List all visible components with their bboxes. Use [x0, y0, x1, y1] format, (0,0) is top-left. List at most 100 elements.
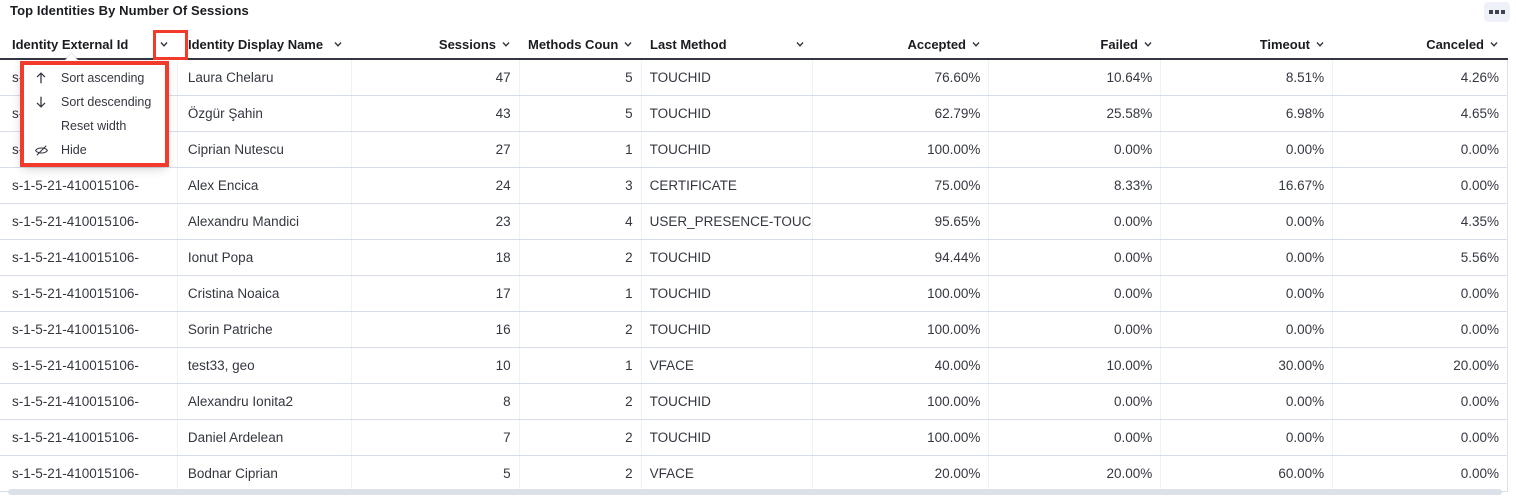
- cell-identity-display-name: Cristina Noaica: [178, 276, 352, 311]
- cell-failed: 8.33%: [989, 168, 1162, 203]
- menu-item-sort-descending[interactable]: Sort descending: [21, 90, 167, 114]
- column-header-failed[interactable]: Failed: [990, 30, 1162, 58]
- column-header-label: Canceled: [1426, 36, 1484, 52]
- cell-last-method: TOUCHID: [642, 384, 814, 419]
- chevron-down-icon[interactable]: [1488, 38, 1500, 50]
- sort-descending-icon: [33, 94, 49, 110]
- cell-timeout: 16.67%: [1161, 168, 1334, 203]
- cell-canceled: 0.00%: [1460, 322, 1500, 337]
- column-header-sessions[interactable]: Sessions: [352, 30, 520, 58]
- cell-last-method: CERTIFICATE: [642, 168, 814, 203]
- panel-options-button[interactable]: [1484, 2, 1510, 22]
- cell-accepted: 100.00%: [813, 132, 990, 167]
- cell-methods-count: 4: [520, 204, 642, 239]
- cell-identity-external-id: s-1-5-21-410015106-: [0, 384, 178, 419]
- cell-identity-display-name: Ionut Popa: [178, 240, 352, 275]
- cell-methods-count: 2: [520, 384, 642, 419]
- chevron-down-icon[interactable]: [622, 38, 634, 50]
- table-row: s-1-5-21-410015106-Ciprian Nutescu271TOU…: [0, 132, 1507, 168]
- cell-canceled: 0.00%: [1460, 286, 1500, 301]
- cell-identity-external-id: s-1-5-21-410015106-: [0, 456, 178, 491]
- panel-title: Top Identities By Number Of Sessions: [10, 3, 249, 18]
- cell-timeout: 60.00%: [1161, 456, 1334, 491]
- cell-methods-count: 1: [520, 276, 642, 311]
- column-header-label: Identity Display Name: [188, 36, 324, 52]
- data-grid: Identity External Id Identity Display Nam…: [0, 30, 1508, 492]
- cell-last-method: TOUCHID: [642, 240, 814, 275]
- table-row: s-1-5-21-410015106- Daniel Ardelean 7 2 TOUC…: [0, 420, 1507, 456]
- cell-methods-count: 2: [520, 312, 642, 347]
- chevron-down-icon[interactable]: [1314, 38, 1326, 50]
- cell-identity-display-name: Laura Chelaru: [178, 60, 352, 95]
- cell-failed: 0.00%: [989, 132, 1162, 167]
- cell-failed: 10.00%: [989, 348, 1162, 383]
- cell-timeout: 6.98%: [1161, 96, 1334, 131]
- cell-last-method: VFACE: [642, 348, 814, 383]
- cell-identity-display-name: Sorin Patriche: [178, 312, 352, 347]
- cell-accepted: 62.79%: [813, 96, 990, 131]
- column-header-canceled[interactable]: Canceled: [1334, 30, 1508, 58]
- cell-sessions: 24: [352, 168, 520, 203]
- cell-canceled: 4.65%: [1460, 106, 1500, 121]
- cell-failed: 25.58%: [989, 96, 1162, 131]
- cell-last-method: TOUCHID: [642, 60, 814, 95]
- cell-failed: 0.00%: [989, 312, 1162, 347]
- cell-identity-external-id: s-1-5-21-410015106-: [0, 348, 178, 383]
- cell-last-method: TOUCHID: [642, 276, 814, 311]
- menu-item-label: Reset width: [61, 119, 127, 133]
- cell-canceled: 0.00%: [1460, 142, 1500, 157]
- cell-last-method: USER_PRESENCE-TOUC: [642, 204, 814, 239]
- cell-identity-external-id: s-1-5-21-410015106-: [0, 240, 178, 275]
- panel-header: Top Identities By Number Of Sessions: [0, 0, 1516, 30]
- column-header-label: Identity External Id: [12, 36, 129, 52]
- column-header-identity-display-name[interactable]: Identity Display Name: [178, 30, 352, 58]
- table-row: s-1-5-21-410015106- Alex Encica 24 3 CERTIFI…: [0, 168, 1507, 204]
- column-header-label: Timeout: [1259, 36, 1310, 52]
- cell-timeout: 0.00%: [1161, 276, 1334, 311]
- column-header-accepted[interactable]: Accepted: [814, 30, 990, 58]
- grid-header-row: Identity External Id Identity Display Nam…: [0, 30, 1508, 60]
- chevron-down-icon[interactable]: [1142, 38, 1154, 50]
- cell-methods-count: 5: [520, 60, 642, 95]
- chevron-down-icon[interactable]: [794, 38, 806, 50]
- cell-identity-external-id: s-1-5-21-410015106-: [0, 168, 178, 203]
- chevron-down-icon[interactable]: [158, 38, 170, 50]
- menu-item-hide[interactable]: Hide: [21, 138, 167, 162]
- cell-sessions: 18: [352, 240, 520, 275]
- cell-methods-count: 2: [520, 240, 642, 275]
- grid-body: s-1-5-21-410015106-Laura Chelaru475TOUCH…: [0, 60, 1508, 492]
- column-header-label: Accepted: [907, 36, 966, 52]
- cell-identity-display-name: Bodnar Ciprian: [178, 456, 352, 491]
- table-row: s-1-5-21-410015106- test33, geo 10 1 VFACE 40…: [0, 348, 1507, 384]
- chevron-down-icon[interactable]: [332, 38, 344, 50]
- menu-item-sort-ascending[interactable]: Sort ascending: [21, 66, 167, 90]
- menu-item-reset-width[interactable]: Reset width: [21, 114, 167, 138]
- column-header-identity-external-id[interactable]: Identity External Id: [0, 30, 178, 58]
- table-row: s-1-5-21-410015106-Laura Chelaru475TOUCH…: [0, 60, 1507, 96]
- cell-identity-external-id: s-1-5-21-410015106-: [0, 204, 178, 239]
- column-header-timeout[interactable]: Timeout: [1162, 30, 1334, 58]
- chevron-down-icon[interactable]: [970, 38, 982, 50]
- column-header-label: Sessions: [438, 36, 496, 52]
- cell-accepted: 100.00%: [813, 384, 990, 419]
- cell-canceled: 0.00%: [1460, 430, 1500, 445]
- column-header-methods-count[interactable]: Methods Count: [520, 30, 642, 58]
- cell-identity-display-name: Ciprian Nutescu: [178, 132, 352, 167]
- cell-identity-display-name: test33, geo: [178, 348, 352, 383]
- cell-accepted: 100.00%: [813, 420, 990, 455]
- table-row: s-1-5-21-410015106- Ionut Popa 18 2 TOUCHID 9…: [0, 240, 1507, 276]
- cell-sessions: 43: [352, 96, 520, 131]
- cell-timeout: 8.51%: [1161, 60, 1334, 95]
- column-header-last-method[interactable]: Last Method: [642, 30, 814, 58]
- cell-failed: 10.64%: [989, 60, 1162, 95]
- chevron-down-icon[interactable]: [500, 38, 512, 50]
- horizontal-scrollbar-thumb[interactable]: [8, 489, 1502, 495]
- cell-last-method: TOUCHID: [642, 312, 814, 347]
- column-header-label: Last Method: [650, 36, 727, 52]
- cell-failed: 0.00%: [989, 420, 1162, 455]
- cell-failed: 0.00%: [989, 276, 1162, 311]
- cell-canceled: 0.00%: [1460, 394, 1500, 409]
- cell-last-method: TOUCHID: [642, 420, 814, 455]
- table-row: s-1-5-21-410015106- Sorin Patriche 16 2 TOUC…: [0, 312, 1507, 348]
- cell-identity-display-name: Alexandru Mandici: [178, 204, 352, 239]
